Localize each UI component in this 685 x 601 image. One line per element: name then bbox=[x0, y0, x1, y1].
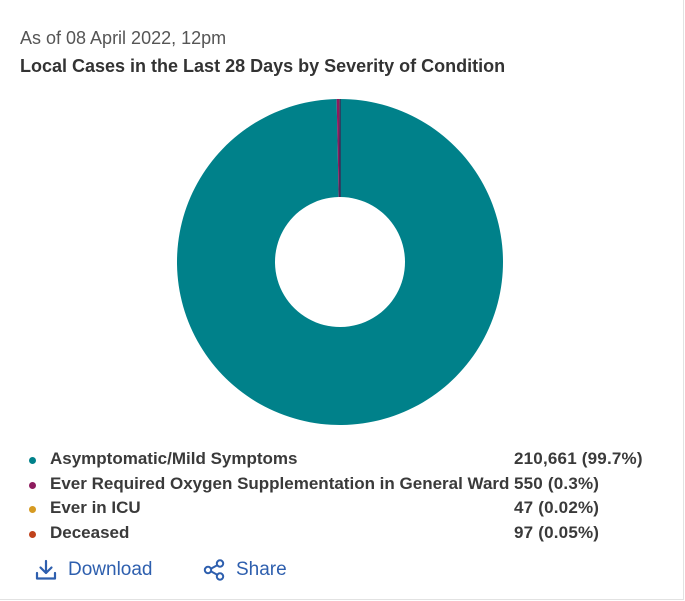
legend-dot-icon bbox=[29, 506, 36, 513]
legend-item: Ever in ICU 47 (0.02%) bbox=[28, 498, 668, 523]
legend-item: Asymptomatic/Mild Symptoms 210,661 (99.7%… bbox=[28, 449, 668, 474]
legend-value: 550 (0.3%) bbox=[514, 473, 600, 493]
legend-dot-icon bbox=[29, 530, 36, 538]
download-button[interactable]: Download bbox=[34, 558, 153, 582]
chart-legend: Asymptomatic/Mild Symptoms 210,661 (99.7%… bbox=[28, 449, 668, 547]
legend-label: Asymptomatic/Mild Symptoms bbox=[50, 449, 298, 468]
share-label: Share bbox=[236, 559, 287, 580]
chart-title: Local Cases in the Last 28 Days by Sever… bbox=[20, 56, 506, 76]
legend-label: Ever Required Oxygen Supplementation in … bbox=[50, 473, 510, 493]
as-of-timestamp: As of 08 April 2022, 12pm bbox=[20, 28, 227, 48]
legend-dot-icon bbox=[29, 481, 36, 489]
donut-chart bbox=[177, 99, 504, 425]
legend-item: Ever Required Oxygen Supplementation in … bbox=[28, 474, 668, 499]
share-button[interactable]: Share bbox=[202, 558, 287, 582]
download-icon bbox=[35, 559, 57, 580]
legend-value: 97 (0.05%) bbox=[514, 522, 600, 542]
legend-value: 210,661 (99.7%) bbox=[514, 449, 643, 468]
legend-value: 47 (0.02%) bbox=[514, 498, 600, 517]
legend-item: Deceased 97 (0.05%) bbox=[28, 523, 668, 548]
legend-dot-icon bbox=[29, 457, 36, 464]
donut-slice[interactable] bbox=[177, 99, 504, 425]
share-icon bbox=[203, 559, 225, 581]
legend-label: Ever in ICU bbox=[50, 498, 141, 517]
legend-label: Deceased bbox=[50, 522, 130, 542]
download-label: Download bbox=[68, 559, 153, 580]
donut-slice[interactable] bbox=[336, 99, 340, 198]
